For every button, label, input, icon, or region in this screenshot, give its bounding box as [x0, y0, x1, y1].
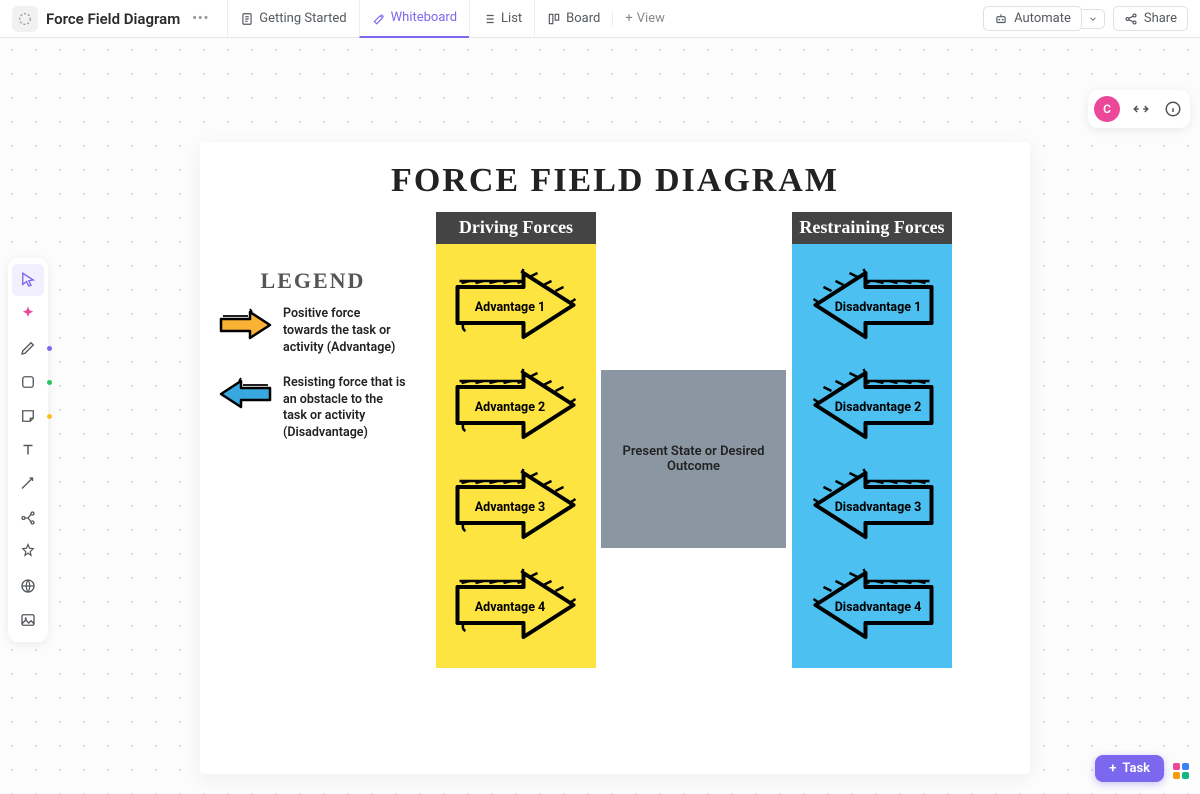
- driving-arrow[interactable]: Advantage 3: [436, 455, 596, 555]
- add-view-button[interactable]: + View: [612, 11, 677, 26]
- legend-arrow-right-icon: [218, 306, 273, 344]
- apps-button[interactable]: [1170, 760, 1192, 782]
- automate-label: Automate: [1014, 11, 1071, 26]
- text-tool[interactable]: [12, 434, 44, 466]
- driving-arrow[interactable]: Advantage 4: [436, 555, 596, 655]
- pen-tool[interactable]: [12, 332, 44, 364]
- whiteboard-canvas[interactable]: C FORCE FIELD DIAGRAM LEGEND Positive fo…: [0, 38, 1200, 794]
- tab-label: List: [501, 11, 522, 26]
- list-icon: [482, 12, 496, 26]
- arrow-label: Advantage 1: [430, 300, 590, 315]
- arrow-label: Advantage 3: [430, 500, 590, 515]
- restraining-forces-column: Restraining Forces Disadvantage 1Disadva…: [792, 212, 952, 668]
- right-float-controls: C: [1088, 90, 1190, 128]
- web-tool[interactable]: [12, 570, 44, 602]
- legend-row-negative: Resisting force that is an obstacle to t…: [218, 375, 408, 443]
- shape-tool[interactable]: [12, 366, 44, 398]
- user-avatar[interactable]: C: [1094, 96, 1120, 122]
- share-label: Share: [1144, 11, 1177, 26]
- restraining-arrow[interactable]: Disadvantage 2: [792, 355, 952, 455]
- whiteboard-icon: [372, 11, 386, 25]
- doc-title[interactable]: Force Field Diagram: [46, 10, 180, 28]
- restraining-header: Restraining Forces: [792, 212, 952, 244]
- diagram-title: FORCE FIELD DIAGRAM: [230, 162, 1000, 200]
- restraining-arrow[interactable]: Disadvantage 1: [792, 255, 952, 355]
- restraining-arrow[interactable]: Disadvantage 3: [792, 455, 952, 555]
- plus-icon: +: [625, 11, 632, 26]
- robot-icon: [994, 12, 1008, 26]
- legend-title: LEGEND: [218, 268, 408, 294]
- add-view-label: View: [637, 11, 665, 26]
- topbar: Force Field Diagram ••• Getting Started …: [0, 0, 1200, 38]
- share-button[interactable]: Share: [1113, 6, 1188, 31]
- tab-board[interactable]: Board: [534, 0, 612, 38]
- select-tool[interactable]: [12, 264, 44, 296]
- connector-tool[interactable]: [12, 468, 44, 500]
- tab-label: Getting Started: [259, 11, 346, 26]
- center-state-box[interactable]: Present State or Desired Outcome: [601, 370, 786, 548]
- legend-row-positive: Positive force towards the task or activ…: [218, 306, 408, 357]
- task-button[interactable]: + Task: [1095, 755, 1164, 782]
- tab-getting-started[interactable]: Getting Started: [227, 0, 358, 38]
- tab-list[interactable]: List: [469, 0, 534, 38]
- task-label: Task: [1122, 761, 1150, 776]
- ai-tool[interactable]: [12, 298, 44, 330]
- tab-label: Board: [566, 11, 600, 26]
- arrow-label: Disadvantage 3: [798, 500, 958, 515]
- image-tool[interactable]: [12, 604, 44, 636]
- more-icon[interactable]: •••: [188, 11, 213, 26]
- left-toolbar: [8, 258, 48, 642]
- driving-forces-column: Driving Forces Advantage 1Advantage 2Adv…: [436, 212, 596, 668]
- arrow-label: Disadvantage 1: [798, 300, 958, 315]
- fit-width-icon[interactable]: [1130, 98, 1152, 120]
- sticky-tool[interactable]: [12, 400, 44, 432]
- share-icon: [1124, 12, 1138, 26]
- doc-tab-icon: [240, 12, 254, 26]
- tab-label: Whiteboard: [391, 10, 457, 25]
- chevron-down-icon: [1088, 14, 1098, 24]
- arrow-label: Disadvantage 4: [798, 600, 958, 615]
- stamp-tool[interactable]: [12, 536, 44, 568]
- board-icon: [547, 12, 561, 26]
- diagram-card[interactable]: FORCE FIELD DIAGRAM LEGEND Positive forc…: [200, 142, 1030, 774]
- mindmap-tool[interactable]: [12, 502, 44, 534]
- doc-icon[interactable]: [12, 6, 38, 32]
- info-icon[interactable]: [1162, 98, 1184, 120]
- automate-chevron[interactable]: [1082, 9, 1105, 29]
- tab-whiteboard[interactable]: Whiteboard: [359, 0, 469, 38]
- legend-arrow-left-icon: [218, 375, 273, 413]
- driving-header: Driving Forces: [436, 212, 596, 244]
- legend: LEGEND Positive force towards the task o…: [218, 268, 408, 460]
- plus-icon: +: [1109, 761, 1116, 776]
- driving-arrow[interactable]: Advantage 1: [436, 255, 596, 355]
- driving-arrow[interactable]: Advantage 2: [436, 355, 596, 455]
- legend-negative-text: Resisting force that is an obstacle to t…: [283, 375, 408, 443]
- legend-positive-text: Positive force towards the task or activ…: [283, 306, 408, 357]
- arrow-label: Advantage 2: [430, 400, 590, 415]
- automate-button[interactable]: Automate: [983, 6, 1082, 31]
- arrow-label: Disadvantage 2: [798, 400, 958, 415]
- arrow-label: Advantage 4: [430, 600, 590, 615]
- restraining-arrow[interactable]: Disadvantage 4: [792, 555, 952, 655]
